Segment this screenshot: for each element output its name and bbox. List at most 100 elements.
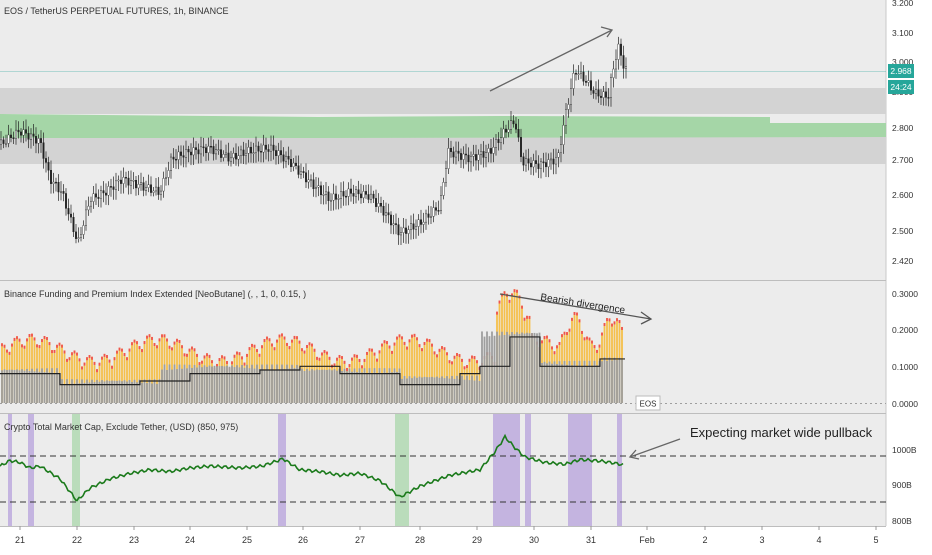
candle-body [94, 193, 97, 198]
premium-bar [286, 364, 288, 403]
premium-bar [508, 334, 511, 403]
candle-body [222, 154, 225, 158]
candle-body [567, 104, 570, 110]
funding-bar-tip [421, 348, 423, 352]
premium-bar [571, 365, 573, 403]
funding-bar-tip [261, 345, 263, 349]
funding-bar-tip [593, 345, 596, 349]
funding-bar-tip [401, 336, 403, 340]
funding-bar-tip [13, 337, 16, 341]
premium-bar [243, 367, 246, 403]
candle-body [9, 134, 12, 138]
funding-bar [403, 341, 406, 403]
candle-body [342, 191, 345, 197]
funding-bar-tip [563, 331, 566, 335]
candle-body [602, 91, 605, 98]
funding-bar-tip [51, 350, 53, 354]
candle-body [420, 219, 423, 225]
premium-bar [326, 369, 328, 403]
premium-bar [438, 377, 441, 403]
premium-bar [516, 332, 518, 403]
premium-bar [426, 377, 428, 403]
mcap-axis: 1000B 900B 800B [892, 445, 917, 526]
candle-body [525, 158, 528, 166]
funding-bar [113, 357, 116, 403]
premium-bar [233, 367, 236, 403]
candle-body [545, 162, 548, 168]
candle-body [104, 192, 107, 196]
last-price-value: 2.968 [890, 66, 912, 76]
premium-bar [301, 368, 303, 403]
candle-body [262, 144, 265, 153]
eos-tag: EOS [640, 400, 657, 409]
premium-bar [231, 365, 233, 403]
premium-bar [513, 334, 516, 403]
candle-body [277, 150, 280, 156]
funding-bar-tip [398, 334, 401, 338]
funding-bar [58, 342, 61, 403]
premium-bar [611, 360, 613, 403]
premium-bar [391, 372, 393, 403]
candle-body [287, 155, 290, 160]
funding-bar-tip [73, 350, 76, 354]
funding-bar-tip [88, 355, 91, 359]
candle-body [512, 120, 515, 125]
funding-step-line [0, 336, 625, 386]
candle-body [475, 154, 478, 161]
funding-bar-tip [366, 351, 368, 355]
countdown-badge [888, 80, 914, 94]
funding-bar-tip [356, 354, 358, 358]
funding-bar [411, 334, 413, 403]
funding-bar [576, 312, 578, 403]
funding-bar-tip [226, 361, 228, 365]
premium-bar [273, 369, 276, 403]
candle-body [224, 152, 227, 155]
funding-bar-tip [378, 350, 381, 354]
candle-body [547, 159, 550, 168]
funding-bar-tip [176, 338, 178, 342]
candle-body [437, 210, 440, 212]
candle-body [412, 223, 415, 230]
funding-bar-tip [186, 353, 188, 357]
premium-bar [138, 379, 141, 403]
funding-bar-tip [386, 341, 388, 345]
funding-bar-tip [86, 357, 88, 361]
funding-bar-tip [541, 340, 543, 344]
premium-bar [603, 357, 606, 403]
funding-bar-tip [503, 291, 506, 295]
funding-bar-tip [83, 362, 86, 366]
funding-bar-tip [363, 358, 366, 362]
funding-bar-tip [126, 357, 128, 361]
premium-bar [26, 368, 28, 403]
premium-bar [348, 368, 351, 403]
premium-bar [393, 368, 396, 403]
candle-body [204, 147, 207, 154]
candle-body [207, 145, 210, 154]
candle-body [465, 153, 468, 156]
premium-bar [316, 369, 318, 403]
funding-bar-tip [193, 348, 196, 352]
funding-bar-tip [143, 341, 146, 345]
premium-bar [178, 364, 181, 403]
premium-bar [338, 368, 341, 403]
time-tick: 23 [129, 535, 139, 545]
funding-bar [28, 334, 31, 403]
premium-bar [478, 380, 481, 403]
candle-body [260, 151, 263, 153]
funding-bar-tip [318, 357, 321, 361]
funding-bar-tip [266, 336, 268, 340]
funding-bar [71, 352, 73, 403]
time-tick: 22 [72, 535, 82, 545]
funding-bar-tip [546, 335, 548, 339]
funding-bar [418, 344, 421, 403]
candle-body [492, 147, 495, 154]
premium-bar [241, 364, 243, 403]
funding-bar-tip [606, 318, 608, 322]
premium-bar [61, 379, 63, 403]
funding-bar [386, 341, 388, 403]
funding-bar-tip [443, 347, 446, 351]
candle-body [557, 152, 560, 158]
premium-bar [238, 367, 241, 403]
